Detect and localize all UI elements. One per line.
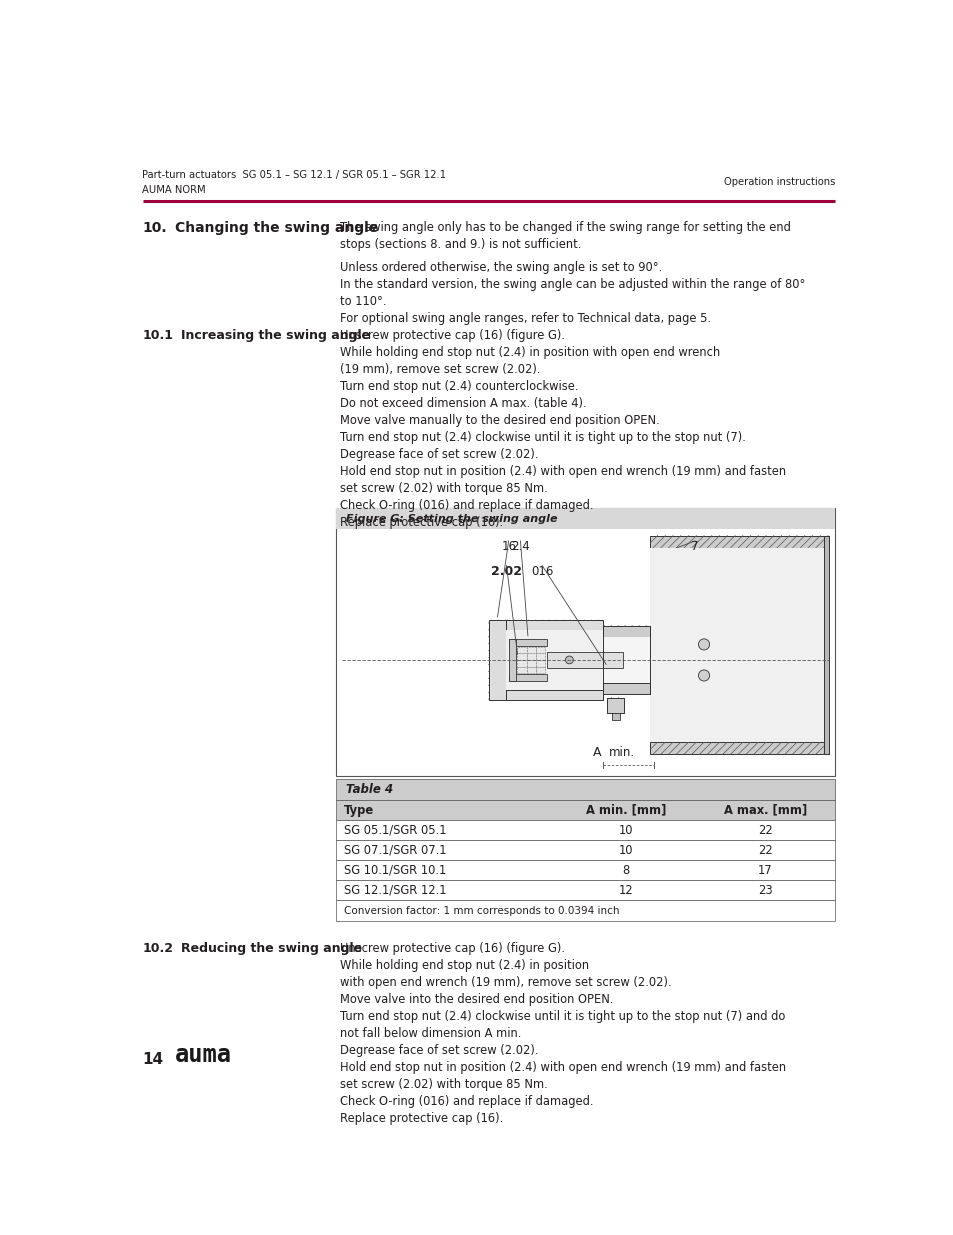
Text: Conversion factor: 1 mm corresponds to 0.0394 inch: Conversion factor: 1 mm corresponds to 0… <box>344 905 618 915</box>
Bar <box>607 698 623 713</box>
Bar <box>650 536 828 547</box>
Bar <box>517 653 526 659</box>
Bar <box>517 647 526 653</box>
Text: 22: 22 <box>758 824 772 837</box>
Bar <box>335 779 835 800</box>
Text: 23: 23 <box>758 884 772 897</box>
Text: Unscrew protective cap (16) (figure G).
While holding end stop nut (2.4) in posi: Unscrew protective cap (16) (figure G). … <box>340 942 785 1125</box>
Text: Unscrew protective cap (16) (figure G).
While holding end stop nut (2.4) in posi: Unscrew protective cap (16) (figure G). … <box>340 330 785 529</box>
Bar <box>546 652 622 668</box>
Text: The swing angle only has to be changed if the swing range for setting the end
st: The swing angle only has to be changed i… <box>340 221 790 252</box>
Bar <box>335 841 835 861</box>
Bar <box>602 637 650 683</box>
Bar <box>650 742 828 755</box>
Bar <box>536 647 545 653</box>
Text: SG 12.1/SGR 12.1: SG 12.1/SGR 12.1 <box>344 884 446 897</box>
Text: Figure G: Setting the swing angle: Figure G: Setting the swing angle <box>345 514 557 524</box>
Text: Type: Type <box>344 804 374 816</box>
Text: 7: 7 <box>691 540 699 553</box>
Bar <box>536 653 545 659</box>
Bar <box>335 820 835 841</box>
Text: 10: 10 <box>618 824 632 837</box>
Bar <box>650 547 828 742</box>
Bar <box>536 667 545 673</box>
Text: SG 10.1/SGR 10.1: SG 10.1/SGR 10.1 <box>344 864 446 877</box>
Bar <box>488 620 506 700</box>
Text: 14: 14 <box>142 1052 164 1067</box>
Circle shape <box>565 656 573 664</box>
Text: 10.2: 10.2 <box>142 942 173 955</box>
Bar <box>509 638 516 680</box>
Bar <box>611 713 619 720</box>
Text: 17: 17 <box>758 864 772 877</box>
Bar <box>509 638 546 646</box>
Text: Reducing the swing angle: Reducing the swing angle <box>181 942 362 955</box>
Text: SG 07.1/SGR 07.1: SG 07.1/SGR 07.1 <box>344 844 446 857</box>
Circle shape <box>698 638 709 650</box>
Text: 10.1: 10.1 <box>142 330 173 342</box>
Text: 016: 016 <box>531 564 553 578</box>
Text: SG 05.1/SGR 05.1: SG 05.1/SGR 05.1 <box>344 824 446 837</box>
Text: 2.4: 2.4 <box>511 540 529 553</box>
Bar <box>602 626 650 637</box>
Text: Part-turn actuators  SG 05.1 – SG 12.1 / SGR 05.1 – SGR 12.1: Part-turn actuators SG 05.1 – SG 12.1 / … <box>142 169 446 180</box>
Circle shape <box>698 669 709 680</box>
Bar <box>517 667 526 673</box>
Text: A max. [mm]: A max. [mm] <box>723 804 806 816</box>
Bar <box>506 620 602 630</box>
Text: 2.02: 2.02 <box>491 564 521 578</box>
Bar <box>536 659 545 667</box>
Bar <box>526 647 536 653</box>
Bar <box>526 659 536 667</box>
Text: Increasing the swing angle: Increasing the swing angle <box>181 330 370 342</box>
Bar <box>506 690 602 700</box>
Text: Unless ordered otherwise, the swing angle is set to 90°.
In the standard version: Unless ordered otherwise, the swing angl… <box>340 262 804 325</box>
Text: min.: min. <box>609 746 635 758</box>
Text: 16: 16 <box>500 540 516 553</box>
Text: AUMA NORM: AUMA NORM <box>142 185 206 195</box>
Bar <box>335 900 835 920</box>
Text: A: A <box>592 746 600 758</box>
Bar <box>517 659 526 667</box>
Text: 10.: 10. <box>142 221 167 236</box>
Bar <box>823 536 828 755</box>
Bar <box>526 653 536 659</box>
Text: 12: 12 <box>618 884 633 897</box>
Text: auma: auma <box>174 1042 232 1067</box>
Bar <box>602 683 650 694</box>
Bar <box>526 667 536 673</box>
Text: A min. [mm]: A min. [mm] <box>585 804 665 816</box>
Text: 8: 8 <box>621 864 629 877</box>
Text: Operation instructions: Operation instructions <box>723 178 835 188</box>
Bar <box>335 881 835 900</box>
Bar <box>335 861 835 881</box>
Text: 10: 10 <box>618 844 632 857</box>
Bar <box>335 508 835 776</box>
Text: 22: 22 <box>758 844 772 857</box>
Text: Table 4: Table 4 <box>345 783 393 797</box>
Bar <box>506 630 602 690</box>
Text: Changing the swing angle: Changing the swing angle <box>174 221 378 236</box>
Bar <box>509 674 546 680</box>
Bar <box>335 800 835 820</box>
Bar <box>335 508 835 530</box>
